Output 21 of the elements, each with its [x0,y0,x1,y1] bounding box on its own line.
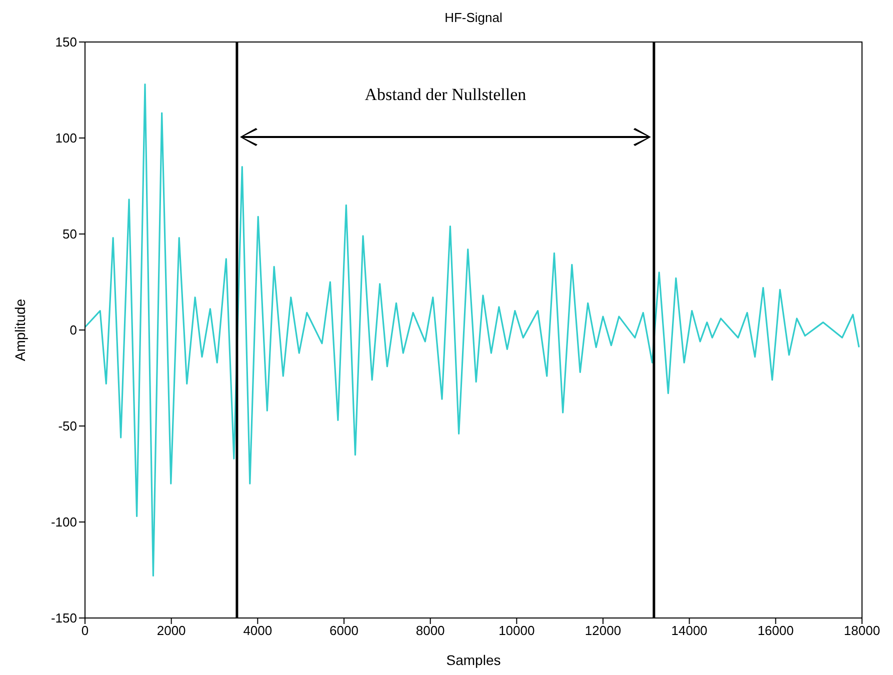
x-tick-label: 14000 [671,623,708,638]
x-tick-label: 2000 [156,623,186,638]
y-tick-label: -100 [50,514,77,530]
annotation: Abstand der Nullstellen [364,84,527,104]
x-tick-label: 6000 [330,623,358,638]
chart-title: HF-Signal [444,10,504,25]
y-axis-title: Amplitude [12,298,28,362]
x-tick-label: 4000 [243,623,272,638]
y-tick-label: 0 [70,322,77,338]
x-tick-label: 12000 [584,623,622,638]
y-tick-label: -150 [50,610,77,626]
y-tick-label: -50 [58,418,77,434]
x-tick-label: 8000 [416,623,445,638]
x-tick-label: 16000 [758,623,794,638]
y-tick-label: 50 [62,226,77,242]
x-tick-label: 0 [81,623,89,638]
x-axis-title: Samples [446,652,501,668]
x-tick-label: 18000 [844,623,880,638]
x-tick-label: 10000 [498,623,535,638]
y-tick-label: 150 [55,34,77,50]
y-tick-label: 100 [55,130,77,146]
